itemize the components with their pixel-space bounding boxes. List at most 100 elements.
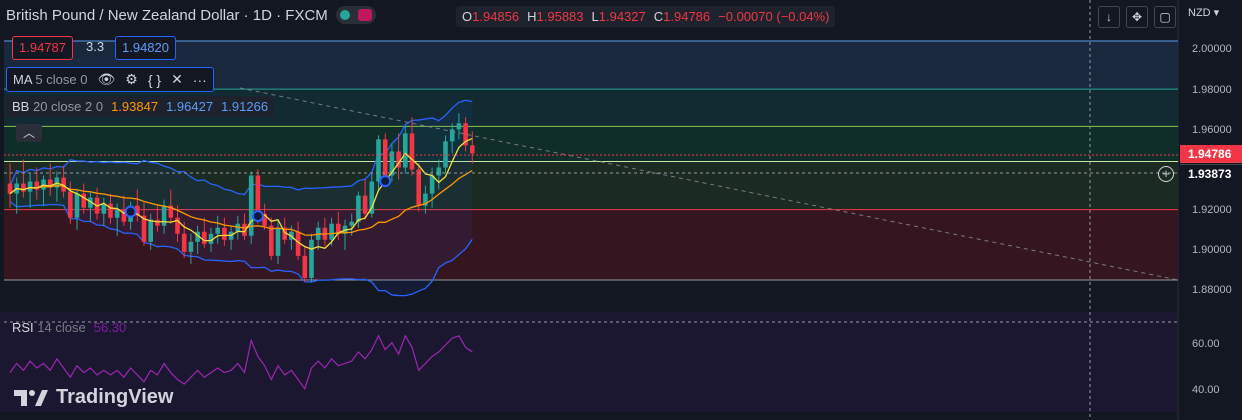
- candle-body: [295, 231, 301, 256]
- candle-body: [396, 151, 401, 168]
- candle-body: [47, 179, 53, 188]
- tv-logo-icon: [14, 389, 48, 406]
- candle-body: [470, 145, 475, 154]
- candle-body: [135, 205, 140, 216]
- candle-body: [235, 223, 241, 232]
- candle-body: [463, 123, 468, 146]
- candle-body: [456, 123, 462, 130]
- price-tick: 1.96000: [1192, 124, 1232, 136]
- candle-body: [88, 197, 93, 208]
- candle-body: [376, 139, 381, 182]
- high-label: H: [527, 9, 537, 24]
- price-tick: 1.88000: [1192, 284, 1232, 296]
- candle-body: [161, 205, 167, 226]
- candle-body: [275, 227, 281, 256]
- price-tick: 1.92000: [1192, 204, 1232, 216]
- currency-label: NZD: [1188, 7, 1211, 19]
- fullscreen-icon[interactable]: ✥: [1126, 6, 1148, 28]
- price-tick: 1.90000: [1192, 244, 1232, 256]
- indicator-lines: [9, 137, 473, 250]
- candle-body: [155, 219, 160, 226]
- candle-body: [403, 133, 408, 168]
- bb-fill: [10, 100, 473, 296]
- spread-value: 3.3: [86, 39, 105, 54]
- braces-icon[interactable]: { }: [147, 71, 162, 88]
- candle-body: [248, 175, 254, 236]
- gear-icon[interactable]: ⚙: [125, 71, 138, 87]
- bb-lower-value: 1.91266: [221, 99, 269, 114]
- candle-body: [362, 195, 368, 214]
- candle-body: [74, 193, 80, 218]
- rsi-name: RSI: [12, 320, 34, 335]
- candle-body: [302, 255, 308, 278]
- candle-body: [222, 227, 227, 240]
- candle-body: [436, 167, 442, 176]
- price-tick: 2.00000: [1192, 43, 1232, 55]
- close-icon[interactable]: ✕: [171, 71, 183, 87]
- change-value: −0.00070 (−0.04%): [718, 9, 830, 24]
- sell-button[interactable]: 1.94787: [12, 36, 73, 60]
- rsi-legend[interactable]: RSI 14 close 56.30: [12, 320, 126, 335]
- collapse-legend-button[interactable]: ︿: [16, 124, 42, 142]
- bb-upper-line: [9, 99, 473, 196]
- high-value: 1.95883: [536, 9, 584, 24]
- ohlc-legend: O1.94856 H1.95883 L1.94327 C1.94786 −0.0…: [456, 6, 836, 27]
- price-zone: [4, 126, 1178, 162]
- rsi-line: [9, 334, 473, 391]
- candle-body: [255, 175, 261, 214]
- candle-body: [68, 191, 73, 218]
- screenshot-icon[interactable]: ▢: [1154, 6, 1176, 28]
- candle-body: [369, 181, 375, 214]
- candle-body: [108, 203, 113, 218]
- low-value: 1.94327: [598, 9, 646, 24]
- candle-body: [449, 129, 455, 142]
- candle-body: [269, 225, 274, 256]
- logo-text: TradingView: [56, 386, 174, 408]
- bb-basis-value: 1.93847: [111, 99, 159, 114]
- candle-body: [208, 233, 214, 244]
- candle-body: [429, 175, 435, 194]
- candle-body: [416, 169, 421, 206]
- candle-body: [27, 181, 33, 192]
- ma-legend[interactable]: MA 5 close 0 👁 ⚙ { } ✕ ···: [6, 67, 214, 92]
- more-icon[interactable]: ···: [192, 71, 207, 88]
- chart-annotations: [4, 0, 1179, 420]
- price-zone: [4, 209, 1178, 280]
- ma-params: 5 close 0: [35, 72, 88, 87]
- candle-body: [7, 183, 13, 194]
- bb-params: 20 close 2 0: [32, 99, 104, 114]
- rsi-pane: [9, 334, 473, 391]
- rsi-tick: 40.00: [1192, 384, 1220, 396]
- candle-body: [262, 213, 267, 226]
- candle-body: [148, 219, 153, 242]
- candle-body: [409, 133, 415, 170]
- bb-lower-line: [9, 201, 473, 297]
- currency-selector[interactable]: NZD ▾: [1188, 7, 1220, 19]
- candle-body: [242, 223, 247, 236]
- last-price-tag: 1.94786: [1180, 145, 1242, 163]
- chevron-up-icon: ︿: [22, 126, 35, 140]
- eye-icon[interactable]: 👁: [97, 71, 116, 87]
- candle-body: [336, 223, 341, 234]
- candle-body: [349, 221, 354, 226]
- symbol-title[interactable]: British Pound / New Zealand Dollar · 1D …: [6, 6, 328, 24]
- bb-name: BB: [12, 99, 30, 114]
- rsi-params: 14 close: [37, 320, 86, 335]
- bb-basis-line: [9, 169, 473, 236]
- signal-marker: [251, 210, 264, 223]
- chart-header: British Pound / New Zealand Dollar · 1D …: [6, 6, 376, 24]
- bollinger-bands: [9, 99, 473, 297]
- add-alert-icon[interactable]: +: [1158, 166, 1174, 182]
- candle-body: [195, 231, 200, 242]
- close-label: C: [653, 9, 664, 24]
- candle-body: [21, 183, 26, 192]
- candle-body: [356, 195, 361, 222]
- candle-body: [389, 151, 395, 176]
- candle-body: [188, 241, 194, 252]
- bb-legend[interactable]: BB 20 close 2 0 1.93847 1.96427 1.91266: [6, 96, 275, 117]
- market-status-toggle[interactable]: [335, 6, 376, 24]
- arrow-down-icon[interactable]: ↓: [1098, 6, 1120, 28]
- buy-button[interactable]: 1.94820: [115, 36, 176, 60]
- candle-body: [282, 227, 287, 240]
